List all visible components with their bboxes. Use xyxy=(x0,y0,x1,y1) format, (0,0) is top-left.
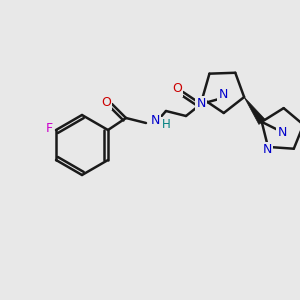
Text: N: N xyxy=(278,126,287,139)
Text: N: N xyxy=(196,97,206,110)
Text: H: H xyxy=(162,118,170,131)
Text: N: N xyxy=(218,88,228,101)
Text: N: N xyxy=(150,113,160,127)
Text: N: N xyxy=(262,143,272,156)
Text: O: O xyxy=(101,95,111,109)
Text: F: F xyxy=(46,122,52,134)
Polygon shape xyxy=(244,97,266,124)
Text: O: O xyxy=(172,82,182,95)
